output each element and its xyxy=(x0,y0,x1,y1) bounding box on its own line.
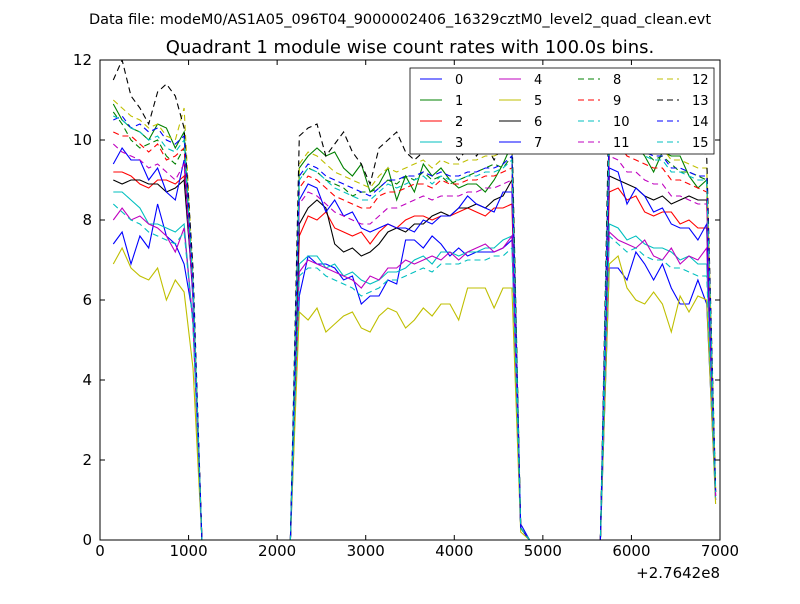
x-tick-label: 5000 xyxy=(524,542,562,560)
legend-label-11: 11 xyxy=(613,136,630,151)
series-0-line xyxy=(112,203,717,540)
legend-label-4: 4 xyxy=(534,73,542,88)
legend-label-3: 3 xyxy=(455,136,463,151)
y-tick-label: 6 xyxy=(82,291,92,309)
x-offset-label: +2.7642e8 xyxy=(636,564,720,582)
x-tick-label: 4000 xyxy=(435,542,473,560)
y-tick-label: 12 xyxy=(73,51,92,69)
legend-label-6: 6 xyxy=(534,115,542,130)
legend-label-2: 2 xyxy=(455,115,463,130)
legend-label-14: 14 xyxy=(692,115,709,130)
legend-label-9: 9 xyxy=(613,94,621,109)
x-tick-label: 7000 xyxy=(701,542,739,560)
series-11-line xyxy=(112,143,717,540)
series-4-line xyxy=(112,207,717,540)
legend-label-5: 5 xyxy=(534,94,542,109)
legend-label-8: 8 xyxy=(613,73,621,88)
y-tick-label: 4 xyxy=(82,371,92,389)
series-5-line xyxy=(112,246,717,540)
y-tick-label: 2 xyxy=(82,451,92,469)
x-tick-label: 0 xyxy=(95,542,105,560)
legend-label-12: 12 xyxy=(692,73,709,88)
x-tick-label: 6000 xyxy=(612,542,650,560)
x-axis: 0 1000 2000 3000 4000 5000 6000 7000 xyxy=(95,60,739,560)
series-2-line xyxy=(113,171,717,540)
legend-label-10: 10 xyxy=(613,115,630,130)
legend-label-15: 15 xyxy=(692,136,709,151)
series-10-line xyxy=(112,203,717,540)
legend-label-0: 0 xyxy=(455,73,463,88)
x-tick-label: 1000 xyxy=(169,542,207,560)
legend-label-1: 1 xyxy=(455,94,463,109)
y-tick-label: 10 xyxy=(73,131,92,149)
series-7-line xyxy=(112,146,717,540)
legend-label-13: 13 xyxy=(692,94,709,109)
series-6-line xyxy=(113,175,717,540)
series-3-line xyxy=(113,191,717,540)
x-tick-label: 3000 xyxy=(347,542,385,560)
suptitle: Data file: modeM0/AS1A05_096T04_90000024… xyxy=(89,12,711,28)
legend-label-7: 7 xyxy=(534,136,542,151)
chart-title: Quadrant 1 module wise count rates with … xyxy=(166,37,655,58)
y-tick-label: 8 xyxy=(82,211,92,229)
y-tick-label: 0 xyxy=(82,531,92,549)
legend-frame xyxy=(409,67,715,155)
x-tick-label: 2000 xyxy=(258,542,296,560)
series-12-line xyxy=(112,99,717,540)
